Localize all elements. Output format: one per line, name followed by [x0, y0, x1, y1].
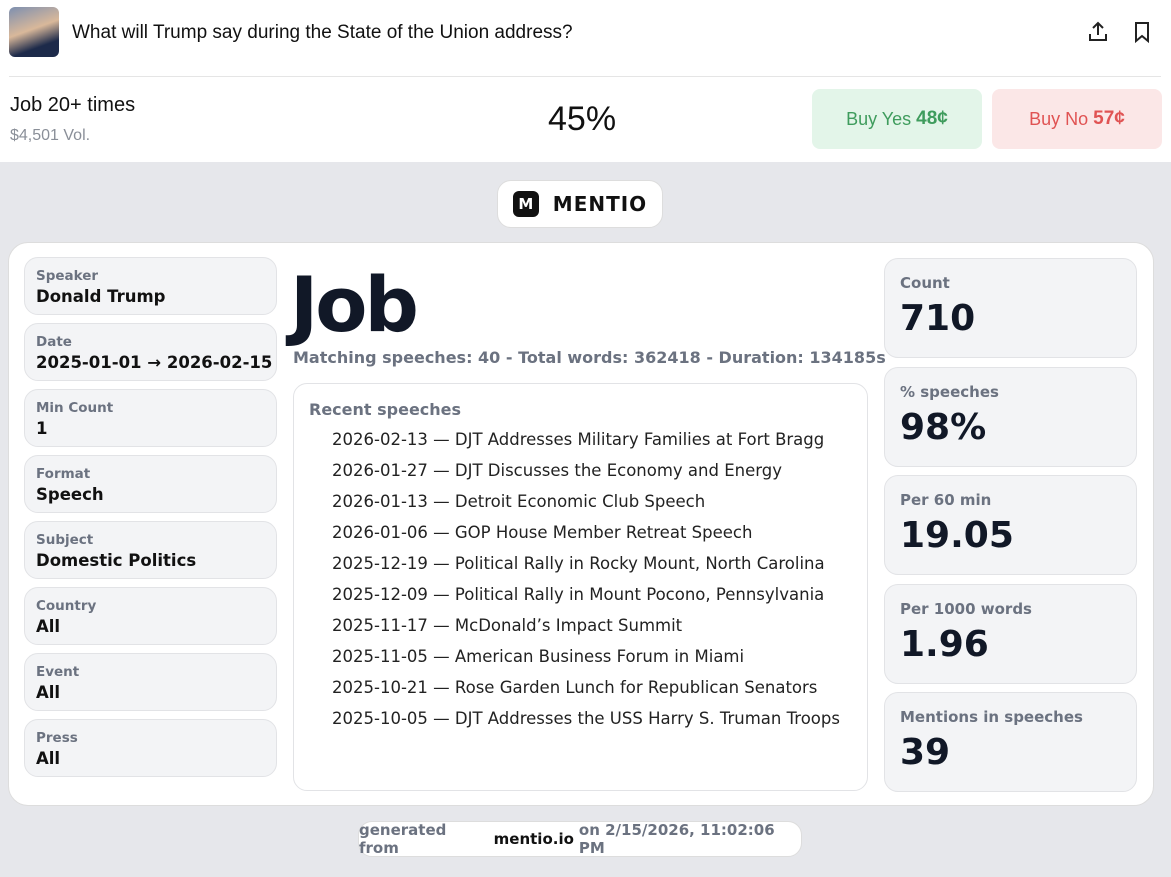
chance: 45% [548, 100, 617, 138]
label: Buy Yes [846, 108, 912, 129]
bookmark-icon[interactable] [1130, 20, 1154, 44]
stat: Count 710 [884, 258, 1137, 358]
filter-label: Event [36, 664, 80, 680]
buy-yes-button[interactable]: Buy Yes 48¢ [812, 89, 982, 149]
speech-item: 2026-01-27 — DJT Discusses the Economy a… [332, 461, 782, 480]
speech-item: 2025-12-09 — Political Rally in Mount Po… [332, 585, 825, 604]
stat-label: % speeches [900, 382, 999, 401]
word: Job [290, 260, 419, 349]
stat: Mentions in speeches 39 [884, 692, 1137, 792]
summary: Matching speeches: 40 - Total words: 362… [293, 348, 886, 367]
filter: Min Count 1 [24, 389, 277, 447]
avatar [9, 7, 59, 57]
recent-title: Recent speeches [309, 400, 462, 419]
speech-item: 2025-10-21 — Rose Garden Lunch for Repub… [332, 678, 818, 697]
stat-label: Mentions in speeches [900, 708, 1083, 726]
filter-value: All [36, 749, 61, 768]
filter-value: Donald Trump [36, 287, 166, 306]
filter-label: Min Count [36, 400, 114, 416]
stat-label: Count [900, 274, 950, 292]
share-icon[interactable] [1086, 20, 1110, 44]
filter-value: All [36, 683, 61, 702]
speech-item: 2025-12-19 — Political Rally in Rocky Mo… [332, 554, 825, 573]
filter-value: All [36, 617, 61, 636]
filter-value: Speech [36, 485, 104, 504]
divider [9, 76, 1161, 77]
volume: $4,501 Vol. [10, 127, 91, 144]
speech-item: 2025-11-05 — American Business Forum in … [332, 647, 745, 666]
stat-value: 98% [900, 406, 987, 448]
stat-value: 39 [900, 732, 951, 773]
brand-pill: M MENTIO [497, 180, 663, 228]
price: 48¢ [916, 108, 948, 129]
filter: Date 2025-01-01 → 2026-02-15 [24, 323, 277, 381]
filter-label: Format [36, 466, 91, 482]
brand: MENTIO [552, 192, 648, 216]
speech-item: 2025-10-05 — DJT Addresses the USS Harry… [332, 709, 840, 728]
buy-no-button[interactable]: Buy No 57¢ [992, 89, 1162, 149]
stat: Per 60 min 19.05 [884, 475, 1137, 575]
label: Buy No [1029, 108, 1089, 129]
stat-value: 19.05 [900, 515, 1014, 556]
filter-label: Date [36, 334, 72, 350]
filter-label: Subject [36, 532, 94, 548]
speech-item: 2025-11-17 — McDonald’s Impact Summit [332, 616, 683, 635]
footer-site[interactable]: mentio.io [493, 830, 574, 848]
footer-suffix: on 2/15/2026, 11:02:06 PM [578, 821, 775, 857]
filter: Event All [24, 653, 277, 711]
logo: M [512, 191, 539, 217]
stat: % speeches 98% [884, 366, 1137, 467]
filter-value: Domestic Politics [36, 551, 197, 570]
filter: Subject Domestic Politics [24, 521, 277, 579]
stat-value: 1.96 [900, 623, 989, 665]
filter-value: 1 [36, 419, 48, 438]
footer: generated from mentio.io on 2/15/2026, 11:… [358, 821, 802, 857]
filter: Speaker Donald Trump [24, 257, 277, 315]
footer-prefix: generated from [359, 821, 447, 857]
outcome: Job 20+ times [10, 94, 136, 116]
recent-speeches: Recent speeches 2026-02-13 — DJT Addresse… [293, 383, 868, 791]
filter-value: 2025-01-01 → 2026-02-15 [36, 353, 273, 372]
stat-label: Per 1000 words [900, 599, 1032, 618]
stat: Per 1000 words 1.96 [884, 583, 1137, 684]
filter: Format Speech [24, 455, 277, 513]
filter-label: Speaker [36, 268, 99, 284]
speech-item: 2026-01-13 — Detroit Economic Club Speec… [332, 492, 706, 511]
stat-value: 710 [900, 298, 976, 339]
market-title: What will Trump say during the State of … [72, 22, 573, 43]
filter-label: Press [36, 730, 78, 746]
price: 57¢ [1093, 108, 1125, 129]
filter-label: Country [36, 598, 97, 614]
filter: Country All [24, 587, 277, 645]
speech-item: 2026-01-06 — GOP House Member Retreat Sp… [332, 523, 753, 542]
stat-label: Per 60 min [900, 491, 992, 509]
filter: Press All [24, 719, 277, 777]
speech-item: 2026-02-13 — DJT Addresses Military Fami… [332, 430, 825, 449]
